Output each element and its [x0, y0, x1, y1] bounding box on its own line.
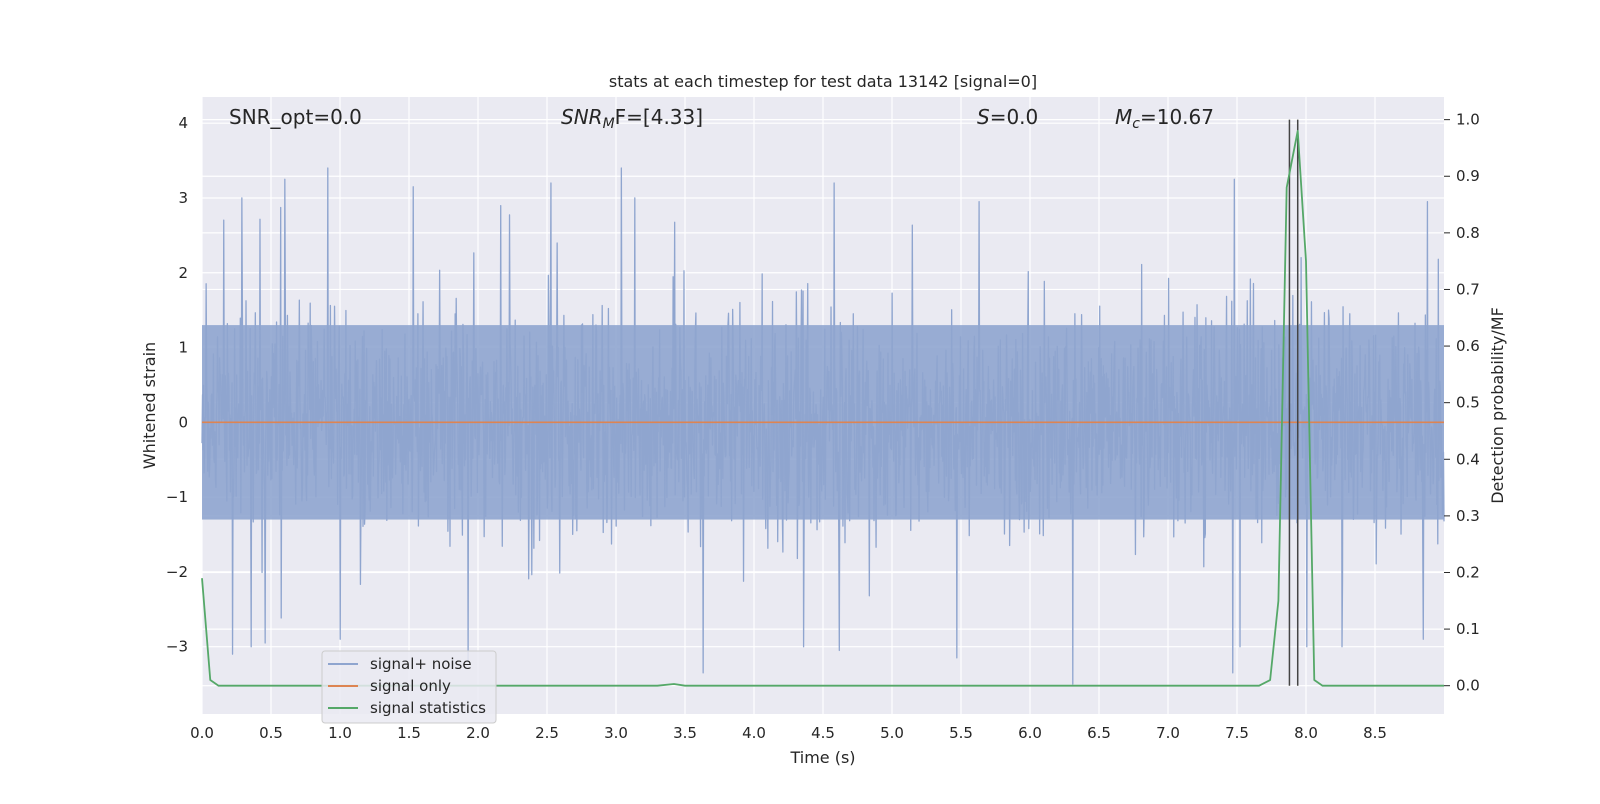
annotation-snr-opt: SNR_opt=0.0 [229, 105, 362, 129]
chart-title: stats at each timestep for test data 131… [609, 72, 1037, 91]
y-right-tick-label: 0.5 [1456, 394, 1480, 412]
y-right-tick-label: 0.8 [1456, 224, 1480, 242]
y-left-tick-label: −1 [166, 488, 188, 506]
x-axis-label: Time (s) [789, 748, 855, 767]
x-tick-label: 8.0 [1294, 724, 1318, 742]
annotation-mc-tail: =10.67 [1140, 105, 1214, 129]
annotation-snr-mf-tail: F=[4.33] [615, 105, 703, 129]
y-right-tick-label: 0.2 [1456, 563, 1480, 581]
x-tick-label: 7.0 [1156, 724, 1180, 742]
x-tick-label: 1.5 [397, 724, 421, 742]
y-right-tick-label: 0.7 [1456, 280, 1480, 298]
y-left-tick-label: 1 [178, 339, 188, 357]
y-axis-left-label: Whitened strain [140, 342, 159, 469]
annotation-snr-mf-sub: M [603, 116, 615, 132]
annotation-s-tail: =0.0 [990, 105, 1039, 129]
y-right-tick-label: 1.0 [1456, 111, 1480, 129]
x-tick-label: 8.5 [1363, 724, 1387, 742]
annotation-s: S=0.0 [977, 105, 1038, 129]
legend: signal+ noise signal only signal statist… [321, 650, 497, 724]
x-tick-label: 4.5 [811, 724, 835, 742]
y-right-tick-label: 0.0 [1456, 677, 1480, 695]
x-tick-label: 0.0 [190, 724, 214, 742]
series-line-signal-noise [201, 167, 1445, 685]
y-left-tick-label: 0 [178, 413, 188, 431]
x-tick-label: 2.5 [535, 724, 559, 742]
legend-label-signal-only: signal only [370, 677, 451, 695]
legend-label-signal-statistics: signal statistics [370, 699, 486, 717]
annotation-snr-mf: SNRMF=[4.33] [561, 105, 703, 132]
annotation-mc-main: M [1115, 105, 1132, 129]
y-left-tick-label: 4 [178, 114, 188, 132]
annotation-snr-mf-main: SNR [561, 105, 603, 129]
x-tick-label: 3.5 [673, 724, 697, 742]
x-tick-label: 0.5 [259, 724, 283, 742]
x-tick-label: 2.0 [466, 724, 490, 742]
x-tick-label: 6.5 [1087, 724, 1111, 742]
x-tick-label: 1.0 [328, 724, 352, 742]
x-tick-label: 4.0 [742, 724, 766, 742]
y-right-tick-label: 0.4 [1456, 450, 1480, 468]
y-left-tick-label: 3 [178, 189, 188, 207]
y-right-tick-label: 0.9 [1456, 167, 1480, 185]
y-right-tick-label: 0.6 [1456, 337, 1480, 355]
x-tick-label: 7.5 [1225, 724, 1249, 742]
y-left-tick-label: 2 [178, 264, 188, 282]
y-right-tick-label: 0.1 [1456, 620, 1480, 638]
annotation-mc: Mc=10.67 [1115, 105, 1214, 132]
x-tick-label: 5.0 [880, 724, 904, 742]
y-left-tick-label: −2 [166, 563, 188, 581]
ticks-layer: 0.0 0.5 1.0 1.5 2.0 2.5 3.0 3.5 4.0 4.5 5.0 5.5 6.0 6… [166, 111, 1480, 742]
legend-frame [321, 650, 497, 724]
x-tick-label: 3.0 [604, 724, 628, 742]
annotation-s-main: S [977, 105, 990, 129]
annotation-mc-sub: c [1132, 116, 1140, 132]
x-tick-label: 5.5 [949, 724, 973, 742]
x-tick-label: 6.0 [1018, 724, 1042, 742]
y-right-tick-label: 0.3 [1456, 507, 1480, 525]
y-left-tick-label: −3 [166, 638, 188, 656]
legend-label-signal-noise: signal+ noise [370, 655, 472, 673]
y-axis-right-label: Detection probability/MF [1488, 307, 1507, 504]
